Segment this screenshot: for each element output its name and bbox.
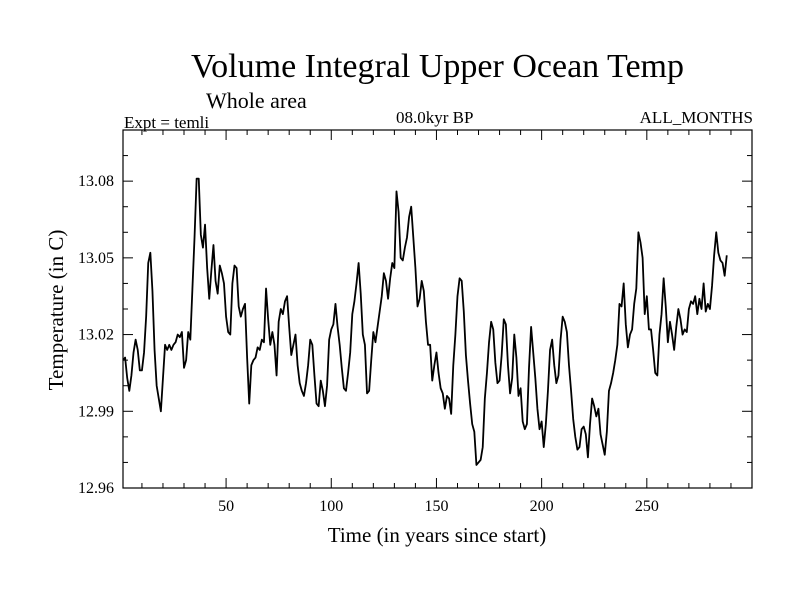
y-tick-label: 12.96 [78,480,114,497]
x-axis-label: Time (in years since start) [328,523,547,547]
months-label: ALL_MONTHS [639,108,753,127]
y-tick-label: 12.99 [78,403,114,420]
chart-title: Volume Integral Upper Ocean Temp [191,48,684,85]
series-group [122,177,728,466]
x-tick-label: 100 [319,498,343,515]
plot-frame [122,129,753,489]
experiment-label: Expt = temli [124,113,210,132]
axis-ticks [123,129,752,489]
y-axis-label: Temperature (in C) [44,230,68,391]
x-tick-label: 200 [530,498,554,515]
region-label: Whole area [206,88,307,113]
series-line [122,177,728,466]
y-tick-label: 13.08 [78,173,114,190]
x-tick-label: 50 [218,498,234,515]
y-tick-label: 13.05 [78,250,114,267]
period-label: 08.0kyr BP [396,108,474,127]
x-tick-label: 250 [635,498,659,515]
tick-labels: 50 100 150 200 250 12.96 12.99 13.02 13.05 13.08 [78,173,659,515]
x-tick-label: 150 [424,498,448,515]
y-tick-label: 13.02 [78,327,114,344]
